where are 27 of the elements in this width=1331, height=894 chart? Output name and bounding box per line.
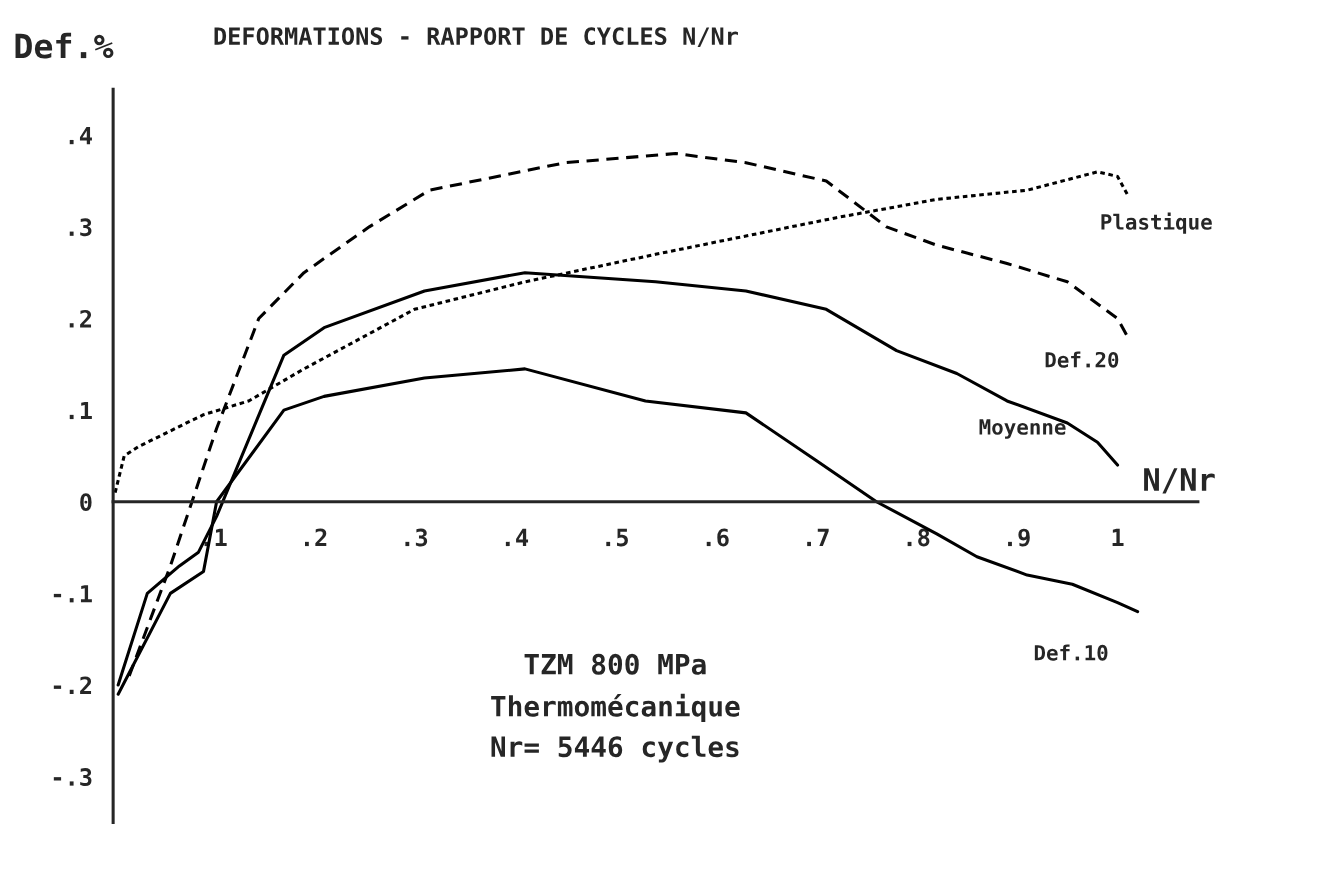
x-tick-label: .3 [405,528,428,547]
series-label: Moyenne [979,419,1066,439]
y-tick-label: .3 [69,218,92,237]
x-tick-label: .9 [1008,528,1030,547]
y-tick-label: -.2 [53,676,92,694]
annotation: Thermomécanique [491,693,740,723]
annotation: Nr= 5446 cycles [491,735,739,763]
x-tick-label: .2 [304,528,327,547]
y-tick-label: -.3 [53,768,92,786]
x-tick-label: .8 [907,528,930,547]
x-tick-label: .6 [706,528,729,547]
y-tick-label: .2 [69,309,92,328]
series-label: Def.20 [1045,351,1119,368]
x-tick-label: 1 [1112,528,1124,547]
x-tick-label: .4 [505,528,529,547]
y-tick-label: 0 [80,493,92,512]
series-label: Plastique [1101,212,1212,234]
y-tick-label: -.1 [53,585,92,603]
y-axis-title: Def.% [15,32,114,59]
x-tick-label: .5 [606,528,628,547]
y-tick-label: .4 [69,126,92,145]
x-tick-label: .7 [807,528,829,547]
text: Def.10 [1034,644,1108,661]
y-tick-label: .1 [69,401,92,420]
annotation: TZM 800 MPa [524,653,706,675]
x-axis-title: N/Nr [1144,468,1215,494]
chart-title: DEFORMATIONS - RAPPORT DE CYCLES N/Nr [214,27,738,47]
